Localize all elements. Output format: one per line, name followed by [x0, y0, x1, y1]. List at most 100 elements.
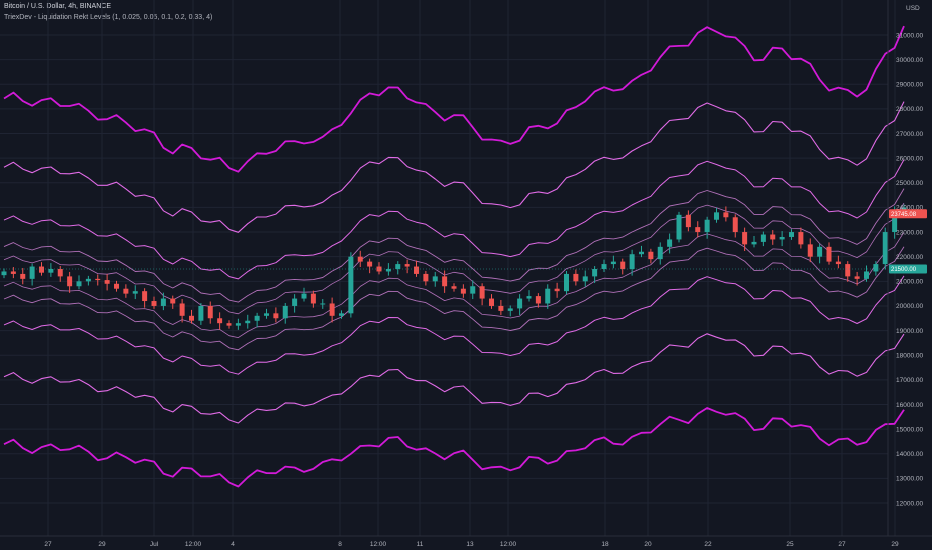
- candle-body: [198, 305, 204, 321]
- candle-body: [545, 288, 551, 304]
- y-tick-label: 25000.00: [896, 180, 923, 187]
- candle-body: [592, 269, 598, 277]
- y-tick-label: 29000.00: [896, 82, 923, 89]
- candle-body: [770, 234, 776, 240]
- candle-body: [142, 291, 148, 302]
- candle-body: [470, 286, 476, 294]
- level-33pct-upper: [3, 25, 905, 173]
- currency-label: USD: [906, 5, 920, 12]
- x-tick-label: 8: [338, 541, 342, 548]
- candle-body: [535, 296, 541, 304]
- candle-body: [742, 232, 748, 245]
- level-2-5pct-upper: [3, 202, 905, 315]
- y-tick-label: 31000.00: [896, 32, 923, 39]
- candle-body: [104, 280, 110, 284]
- candle-body: [57, 269, 63, 277]
- y-tick-label: 28000.00: [896, 106, 923, 113]
- candle-body: [67, 276, 73, 287]
- time-axis: 27 29 Jul 12:00 4 8 12:00 11 13 12:00 18 20 22 25 27 29: [0, 535, 932, 548]
- candle-body: [460, 288, 466, 294]
- candle-body: [498, 305, 504, 311]
- x-tick-label: 11: [417, 541, 424, 548]
- y-tick-label: 19000.00: [896, 328, 923, 335]
- candle-body: [704, 219, 710, 233]
- candle-body: [207, 305, 213, 319]
- candle-body: [329, 303, 335, 316]
- level-33pct-lower: [3, 407, 905, 488]
- candle-body: [489, 298, 494, 306]
- x-tick-label: 22: [704, 541, 712, 548]
- candle-body: [404, 264, 410, 267]
- candle-body: [254, 315, 260, 321]
- candle-body: [348, 256, 354, 314]
- candle-body: [564, 273, 569, 292]
- candle-body: [273, 313, 279, 319]
- level-10pct-upper: [3, 159, 905, 280]
- y-tick-label: 23000.00: [896, 229, 923, 236]
- candle-body: [114, 283, 119, 289]
- grid: [0, 0, 896, 536]
- price-tags: 23745.08 21500.00: [0, 209, 927, 274]
- candles: [1, 204, 907, 330]
- candle-body: [217, 318, 223, 324]
- y-tick-label: 22000.00: [896, 254, 923, 261]
- candle-body: [123, 288, 129, 294]
- candle-body: [339, 313, 344, 316]
- candle-body: [132, 291, 138, 294]
- price-tag-box: [889, 209, 927, 219]
- candle-body: [526, 296, 532, 299]
- candle-body: [451, 286, 457, 289]
- candle-body: [639, 251, 644, 255]
- level-5pct-upper: [3, 188, 905, 303]
- candle-body: [20, 273, 26, 279]
- y-tick-label: 26000.00: [896, 155, 923, 162]
- y-tick-label: 30000.00: [896, 57, 923, 64]
- candle-body: [151, 301, 157, 306]
- candle-body: [760, 234, 766, 242]
- candle-body: [723, 212, 729, 218]
- candle-body: [442, 276, 448, 287]
- candle-body: [620, 261, 626, 269]
- candle-body: [395, 264, 401, 269]
- x-tick-label: 20: [644, 541, 652, 548]
- y-tick-label: 15000.00: [896, 426, 923, 433]
- y-tick-label: 27000.00: [896, 131, 923, 138]
- indicator-legend: TriexDev - Liquidation Rekt Levels (1, 0…: [4, 14, 213, 21]
- candle-body: [657, 246, 663, 260]
- candle-body: [95, 278, 101, 281]
- level-2-5pct-lower: [3, 231, 905, 338]
- candle-body: [835, 261, 841, 265]
- y-tick-label: 18000.00: [896, 353, 923, 360]
- x-tick-label: 13: [466, 541, 474, 548]
- candle-body: [507, 308, 513, 311]
- y-tick-label: 17000.00: [896, 377, 923, 384]
- candle-body: [39, 266, 44, 273]
- candle-body: [695, 227, 701, 233]
- candle-body: [385, 269, 391, 272]
- candle-body: [882, 232, 888, 265]
- candle-body: [292, 298, 298, 306]
- candle-body: [854, 276, 860, 279]
- level-20pct-upper: [3, 101, 905, 233]
- chart-symbol-title: Bitcoin / U.S. Dollar, 4h, BINANCE: [4, 3, 111, 10]
- candle-body: [179, 303, 185, 316]
- candle-body: [301, 293, 307, 299]
- y-tick-label: 20000.00: [896, 303, 923, 310]
- x-tick-label: 27: [838, 541, 846, 548]
- candle-body: [423, 273, 429, 282]
- candle-body: [807, 244, 813, 257]
- candle-body: [676, 214, 682, 240]
- candle-body: [29, 266, 35, 279]
- candle-body: [892, 212, 898, 233]
- y-tick-label: 21000.00: [896, 279, 923, 286]
- candle-body: [1, 271, 7, 276]
- candle-body: [282, 305, 288, 319]
- x-tick-label: Jul: [150, 541, 159, 548]
- candle-body: [826, 246, 832, 262]
- candle-body: [357, 256, 363, 262]
- x-tick-label: 25: [786, 541, 794, 548]
- candle-body: [189, 315, 194, 321]
- candle-body: [245, 320, 251, 324]
- candle-body: [310, 293, 316, 304]
